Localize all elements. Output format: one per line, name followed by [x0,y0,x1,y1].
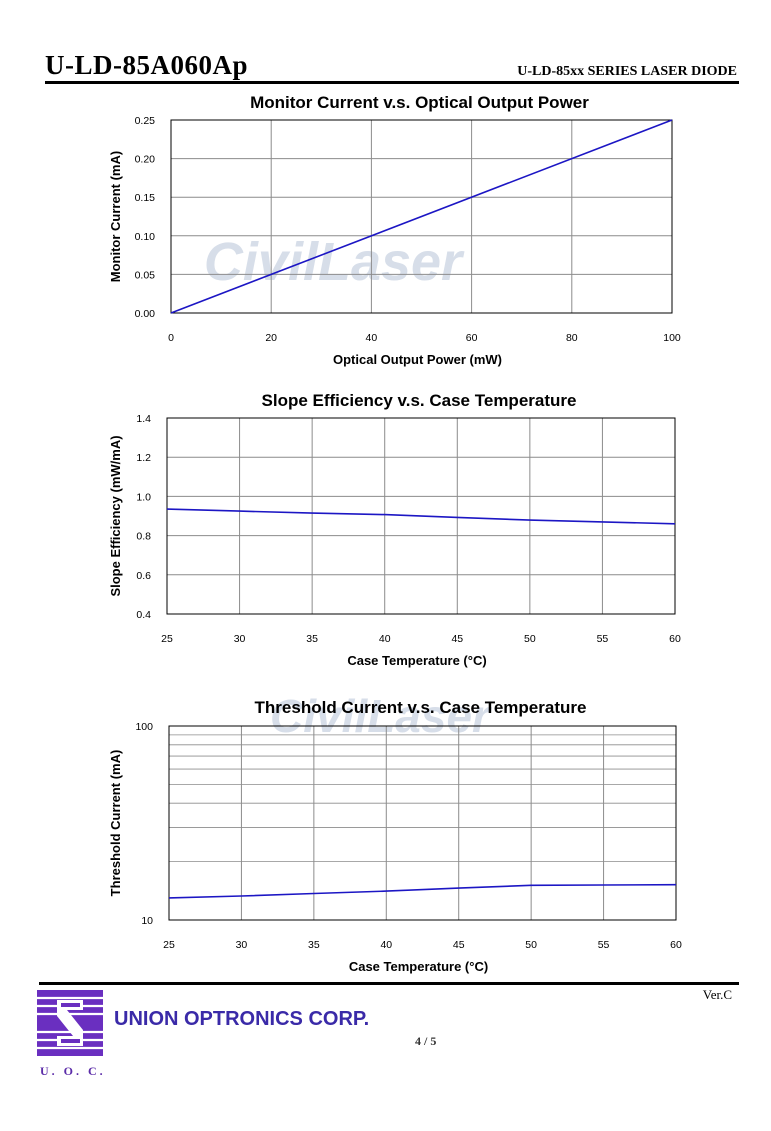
footer-rule [39,982,739,985]
series-line [170,119,673,314]
x-tick-label: 0 [168,332,174,344]
x-tick-label: 50 [524,633,536,645]
logo-caption: U. O. C. [40,1064,106,1078]
x-tick-label: 40 [379,633,391,645]
plot-frame [170,119,673,314]
y-tick-label: 0.05 [135,269,156,281]
y-tick-label: 0.8 [136,531,151,543]
chart-title: Threshold Current v.s. Case Temperature [255,698,587,717]
x-tick-label: 80 [566,332,578,344]
model-title: U-LD-85A060Ap [45,50,249,80]
x-tick-label: 55 [597,633,609,645]
chart-title: Monitor Current v.s. Optical Output Powe… [250,93,589,112]
x-axis-label: Case Temperature (°C) [349,959,488,974]
x-axis-label: Case Temperature (°C) [347,653,486,668]
y-tick-label: 1.2 [136,452,151,464]
x-tick-label: 35 [308,939,320,951]
x-tick-label: 60 [670,939,682,951]
series-line [168,883,677,899]
y-tick-label: 1.4 [136,413,151,425]
x-tick-label: 45 [453,939,465,951]
uoc-logo-icon [37,990,103,1056]
x-tick-label: 55 [598,939,610,951]
watermark-text: CivilLaser [204,232,465,292]
y-tick-label: 0.00 [135,308,156,320]
y-tick-label: 0.20 [135,154,156,166]
series-title: U-LD-85xx SERIES LASER DIODE [517,64,737,79]
chart-1: Monitor Current v.s. Optical Output Powe… [108,93,681,367]
y-tick-label: 0.6 [136,570,151,582]
y-tick-label: 0.10 [135,231,156,243]
chart-title: Slope Efficiency v.s. Case Temperature [262,391,577,410]
x-tick-label: 40 [380,939,392,951]
x-tick-label: 35 [306,633,318,645]
series-line [166,508,676,525]
plot-frame [166,417,676,615]
x-tick-label: 100 [663,332,681,344]
x-axis-label: Optical Output Power (mW) [333,352,502,367]
x-tick-label: 30 [234,633,246,645]
y-tick-label: 10 [141,915,153,927]
company-name: UNION OPTRONICS CORP. [114,1008,370,1030]
y-tick-label: 0.25 [135,115,156,127]
x-tick-label: 60 [669,633,681,645]
chart-3: Threshold Current v.s. Case Temperature 2… [108,698,682,974]
y-tick-label: 1.0 [136,491,151,503]
y-tick-label: 0.4 [136,609,151,621]
version-label: Ver.C [702,987,732,1002]
header-rule [45,81,739,84]
y-axis-label: Slope Efficiency (mW/mA) [108,435,123,596]
x-tick-label: 25 [163,939,175,951]
x-tick-label: 20 [265,332,277,344]
y-axis-label: Threshold Current (mA) [108,750,123,897]
x-tick-label: 45 [451,633,463,645]
y-tick-label: 100 [135,721,153,733]
x-tick-label: 25 [161,633,173,645]
chart-2: Slope Efficiency v.s. Case Temperature 25… [108,391,681,668]
x-tick-label: 60 [466,332,478,344]
y-axis-label: Monitor Current (mA) [108,151,123,282]
plot-frame [168,725,677,921]
x-tick-label: 30 [236,939,248,951]
x-tick-label: 40 [366,332,378,344]
page-number: 4 / 5 [415,1034,437,1048]
y-tick-label: 0.15 [135,192,156,204]
watermark-text: CivilLaser [270,690,492,742]
x-tick-label: 50 [525,939,537,951]
